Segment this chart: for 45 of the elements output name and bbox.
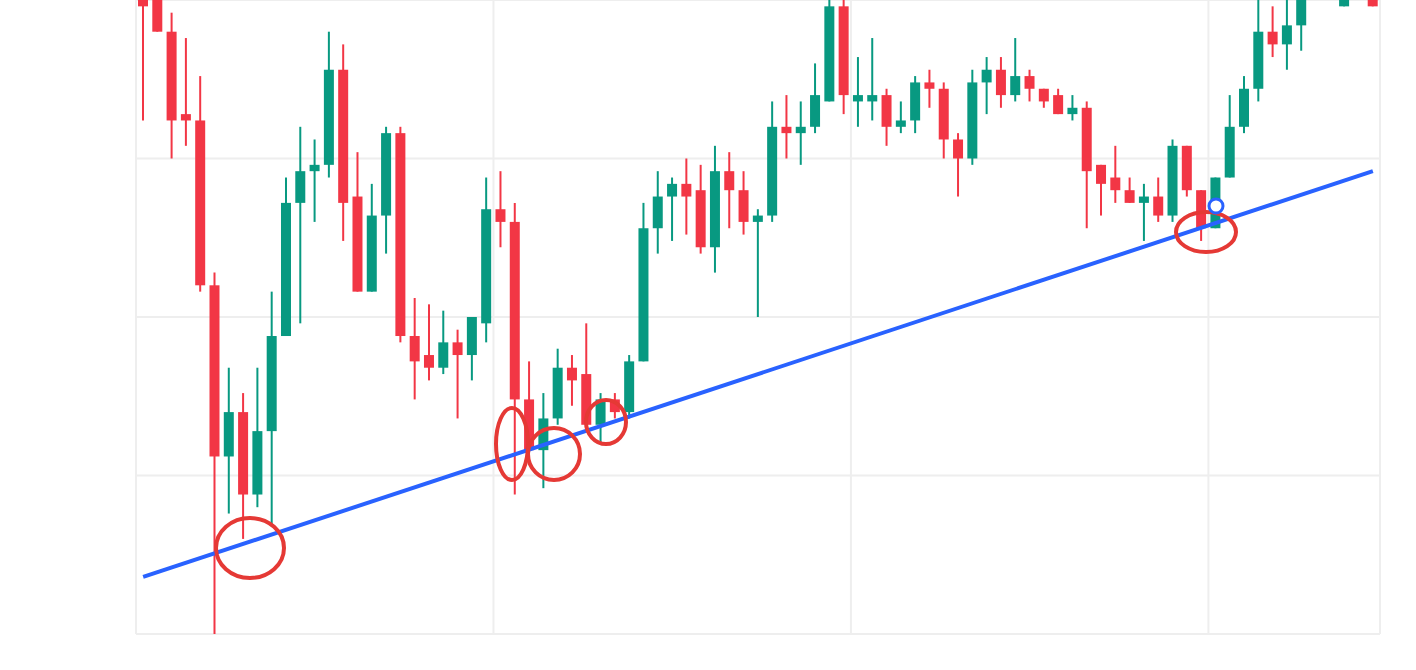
candlestick	[652, 170, 663, 255]
candlestick	[681, 157, 692, 236]
candlestick	[466, 316, 477, 382]
candlestick	[1138, 182, 1149, 242]
candlestick	[895, 100, 906, 135]
candlestick	[724, 151, 735, 230]
candlestick	[910, 75, 921, 135]
candlestick	[1010, 37, 1021, 103]
candlestick	[1153, 176, 1164, 223]
candlestick	[667, 176, 678, 242]
candlestick	[953, 132, 964, 198]
candlestick	[995, 56, 1006, 109]
candlestick	[138, 0, 148, 122]
candlestick	[1267, 5, 1278, 59]
candlestick	[1281, 0, 1292, 71]
candlestick	[1181, 144, 1192, 198]
candlestick	[781, 94, 792, 160]
candlestick	[852, 56, 863, 128]
candlestick	[810, 62, 821, 135]
candlestick	[1067, 94, 1078, 122]
candlestick	[180, 37, 191, 147]
candlestick	[566, 354, 577, 407]
candlestick	[881, 87, 892, 147]
candlestick	[752, 208, 763, 318]
candlestick	[924, 68, 935, 109]
candlestick	[452, 328, 463, 420]
candlestick	[1024, 68, 1035, 103]
candlestick	[223, 366, 234, 515]
candlestick	[1096, 163, 1107, 217]
candlestick	[495, 170, 506, 249]
candlestick	[423, 303, 434, 382]
candlestick	[1124, 176, 1135, 204]
candlestick	[795, 100, 806, 166]
candlestick	[309, 138, 320, 223]
candlestick	[295, 125, 306, 325]
candlestick	[409, 296, 420, 401]
candlestick	[438, 309, 449, 376]
candlestick	[1110, 144, 1121, 204]
candlestick	[867, 37, 878, 122]
candlestick	[738, 170, 749, 236]
candlestick	[981, 56, 992, 116]
candlestick	[1239, 75, 1250, 135]
candlestick	[1053, 87, 1064, 116]
candlestick	[152, 0, 163, 33]
candlestick	[1296, 0, 1307, 52]
